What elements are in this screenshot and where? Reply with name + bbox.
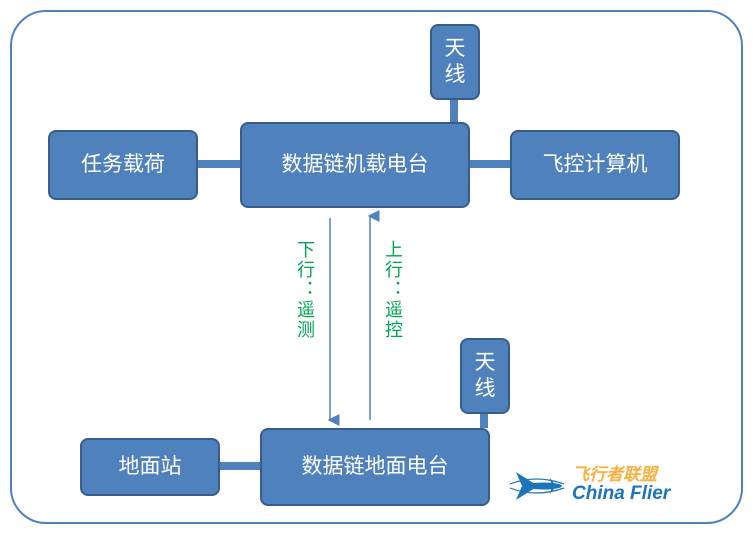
node-label: 飞控计算机 bbox=[543, 152, 648, 178]
downlink-label: 下行：遥测 bbox=[292, 240, 318, 340]
node-payload: 任务载荷 bbox=[48, 130, 198, 200]
watermark-bottom-text: China Flier bbox=[572, 483, 670, 505]
node-ground-station: 地面站 bbox=[80, 438, 220, 496]
node-antenna-top: 天线 bbox=[430, 24, 480, 100]
plane-icon bbox=[508, 464, 568, 506]
watermark-logo: 飞行者联盟 China Flier bbox=[560, 460, 658, 507]
connector bbox=[220, 462, 260, 470]
connector bbox=[480, 414, 488, 428]
node-label: 任务载荷 bbox=[81, 152, 165, 178]
node-label: 地面站 bbox=[119, 454, 182, 480]
connector bbox=[470, 160, 510, 168]
node-label: 天线 bbox=[475, 350, 496, 403]
node-label: 数据链机载电台 bbox=[282, 152, 429, 178]
node-label: 数据链地面电台 bbox=[302, 454, 449, 480]
uplink-label: 上行：遥控 bbox=[380, 240, 406, 340]
node-antenna-bottom: 天线 bbox=[460, 338, 510, 414]
node-fcc: 飞控计算机 bbox=[510, 130, 680, 200]
watermark-top-text: 飞行者联盟 bbox=[572, 460, 670, 485]
node-ground-radio: 数据链地面电台 bbox=[260, 428, 490, 506]
connector bbox=[198, 160, 240, 168]
node-label: 天线 bbox=[445, 36, 466, 89]
node-air-radio: 数据链机载电台 bbox=[240, 122, 470, 208]
connector bbox=[450, 100, 458, 122]
